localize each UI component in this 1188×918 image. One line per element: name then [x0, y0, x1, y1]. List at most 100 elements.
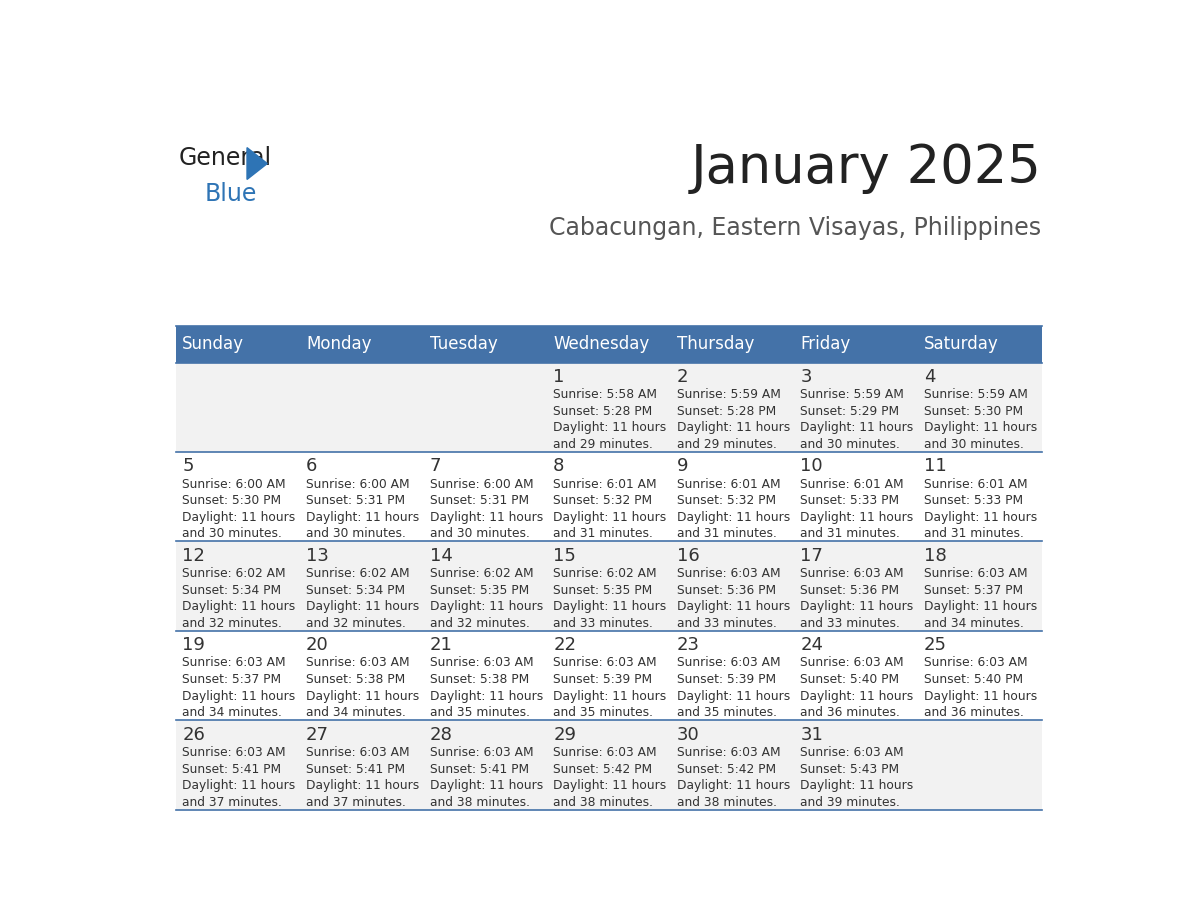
- Text: Sunrise: 6:03 AM: Sunrise: 6:03 AM: [307, 746, 410, 759]
- Text: 18: 18: [924, 547, 947, 565]
- Bar: [671, 452, 795, 542]
- Bar: [176, 542, 299, 631]
- Bar: [176, 326, 299, 363]
- Text: Daylight: 11 hours: Daylight: 11 hours: [554, 600, 666, 613]
- Text: Sunset: 5:35 PM: Sunset: 5:35 PM: [554, 584, 652, 597]
- Text: 26: 26: [182, 726, 206, 744]
- Text: 16: 16: [677, 547, 700, 565]
- Text: Sunset: 5:37 PM: Sunset: 5:37 PM: [182, 673, 282, 686]
- Text: and 38 minutes.: and 38 minutes.: [430, 796, 530, 809]
- Text: Blue: Blue: [204, 183, 257, 207]
- Bar: [918, 631, 1042, 721]
- Text: 2: 2: [677, 368, 688, 386]
- Bar: [795, 326, 918, 363]
- Text: and 32 minutes.: and 32 minutes.: [182, 617, 283, 630]
- Text: 9: 9: [677, 457, 688, 476]
- Text: and 37 minutes.: and 37 minutes.: [307, 796, 406, 809]
- Text: General: General: [179, 145, 272, 170]
- Text: and 30 minutes.: and 30 minutes.: [307, 527, 406, 540]
- Text: 5: 5: [182, 457, 194, 476]
- Polygon shape: [247, 148, 267, 179]
- Text: Daylight: 11 hours: Daylight: 11 hours: [801, 421, 914, 434]
- Text: Sunset: 5:32 PM: Sunset: 5:32 PM: [677, 494, 776, 507]
- Text: Sunset: 5:43 PM: Sunset: 5:43 PM: [801, 763, 899, 776]
- Text: Sunset: 5:35 PM: Sunset: 5:35 PM: [430, 584, 529, 597]
- Text: Sunrise: 6:02 AM: Sunrise: 6:02 AM: [430, 567, 533, 580]
- Text: Sunrise: 6:00 AM: Sunrise: 6:00 AM: [430, 477, 533, 490]
- Text: 11: 11: [924, 457, 947, 476]
- Bar: [299, 363, 423, 452]
- Text: Daylight: 11 hours: Daylight: 11 hours: [677, 421, 790, 434]
- Text: Sunset: 5:41 PM: Sunset: 5:41 PM: [307, 763, 405, 776]
- Bar: [671, 326, 795, 363]
- Text: Daylight: 11 hours: Daylight: 11 hours: [554, 689, 666, 702]
- Text: Sunset: 5:40 PM: Sunset: 5:40 PM: [924, 673, 1023, 686]
- Text: 7: 7: [430, 457, 441, 476]
- Text: Sunset: 5:39 PM: Sunset: 5:39 PM: [554, 673, 652, 686]
- Bar: [299, 326, 423, 363]
- Text: Daylight: 11 hours: Daylight: 11 hours: [801, 510, 914, 523]
- Bar: [918, 363, 1042, 452]
- Bar: [423, 721, 546, 810]
- Bar: [795, 631, 918, 721]
- Text: and 35 minutes.: and 35 minutes.: [430, 706, 530, 719]
- Text: and 34 minutes.: and 34 minutes.: [307, 706, 406, 719]
- Bar: [176, 363, 299, 452]
- Text: Sunrise: 6:01 AM: Sunrise: 6:01 AM: [924, 477, 1028, 490]
- Bar: [423, 631, 546, 721]
- Text: Sunrise: 5:58 AM: Sunrise: 5:58 AM: [554, 388, 657, 401]
- Text: January 2025: January 2025: [690, 142, 1042, 194]
- Text: 8: 8: [554, 457, 564, 476]
- Bar: [546, 721, 671, 810]
- Text: 31: 31: [801, 726, 823, 744]
- Text: Sunset: 5:42 PM: Sunset: 5:42 PM: [677, 763, 776, 776]
- Text: 29: 29: [554, 726, 576, 744]
- Text: Daylight: 11 hours: Daylight: 11 hours: [307, 689, 419, 702]
- Text: Sunset: 5:30 PM: Sunset: 5:30 PM: [182, 494, 282, 507]
- Text: Sunrise: 6:00 AM: Sunrise: 6:00 AM: [307, 477, 410, 490]
- Bar: [918, 542, 1042, 631]
- Text: Daylight: 11 hours: Daylight: 11 hours: [924, 689, 1037, 702]
- Text: Sunset: 5:34 PM: Sunset: 5:34 PM: [307, 584, 405, 597]
- Text: Sunrise: 6:03 AM: Sunrise: 6:03 AM: [182, 746, 286, 759]
- Text: Sunset: 5:33 PM: Sunset: 5:33 PM: [801, 494, 899, 507]
- Bar: [671, 363, 795, 452]
- Text: and 35 minutes.: and 35 minutes.: [677, 706, 777, 719]
- Text: Sunrise: 6:03 AM: Sunrise: 6:03 AM: [924, 567, 1028, 580]
- Text: Daylight: 11 hours: Daylight: 11 hours: [924, 421, 1037, 434]
- Text: and 30 minutes.: and 30 minutes.: [801, 438, 901, 451]
- Text: Sunset: 5:41 PM: Sunset: 5:41 PM: [182, 763, 282, 776]
- Bar: [795, 452, 918, 542]
- Bar: [546, 363, 671, 452]
- Text: Sunrise: 6:03 AM: Sunrise: 6:03 AM: [182, 656, 286, 669]
- Text: and 33 minutes.: and 33 minutes.: [801, 617, 901, 630]
- Text: 20: 20: [307, 636, 329, 655]
- Text: Sunset: 5:38 PM: Sunset: 5:38 PM: [307, 673, 405, 686]
- Text: Daylight: 11 hours: Daylight: 11 hours: [430, 779, 543, 792]
- Text: Sunrise: 6:02 AM: Sunrise: 6:02 AM: [182, 567, 286, 580]
- Text: and 30 minutes.: and 30 minutes.: [924, 438, 1024, 451]
- Bar: [299, 721, 423, 810]
- Text: 13: 13: [307, 547, 329, 565]
- Text: 14: 14: [430, 547, 453, 565]
- Text: Daylight: 11 hours: Daylight: 11 hours: [554, 510, 666, 523]
- Text: Daylight: 11 hours: Daylight: 11 hours: [677, 689, 790, 702]
- Text: Sunset: 5:28 PM: Sunset: 5:28 PM: [677, 405, 776, 418]
- Text: Daylight: 11 hours: Daylight: 11 hours: [307, 779, 419, 792]
- Bar: [918, 326, 1042, 363]
- Text: Sunset: 5:40 PM: Sunset: 5:40 PM: [801, 673, 899, 686]
- Bar: [423, 542, 546, 631]
- Text: and 31 minutes.: and 31 minutes.: [924, 527, 1024, 540]
- Text: and 33 minutes.: and 33 minutes.: [677, 617, 777, 630]
- Text: Sunrise: 6:03 AM: Sunrise: 6:03 AM: [677, 567, 781, 580]
- Bar: [423, 326, 546, 363]
- Text: Sunset: 5:31 PM: Sunset: 5:31 PM: [307, 494, 405, 507]
- Text: Sunrise: 6:03 AM: Sunrise: 6:03 AM: [801, 567, 904, 580]
- Text: and 37 minutes.: and 37 minutes.: [182, 796, 283, 809]
- Text: and 29 minutes.: and 29 minutes.: [554, 438, 653, 451]
- Text: Sunset: 5:37 PM: Sunset: 5:37 PM: [924, 584, 1023, 597]
- Text: Sunrise: 6:03 AM: Sunrise: 6:03 AM: [430, 746, 533, 759]
- Text: Sunrise: 6:03 AM: Sunrise: 6:03 AM: [677, 746, 781, 759]
- Text: 30: 30: [677, 726, 700, 744]
- Text: 28: 28: [430, 726, 453, 744]
